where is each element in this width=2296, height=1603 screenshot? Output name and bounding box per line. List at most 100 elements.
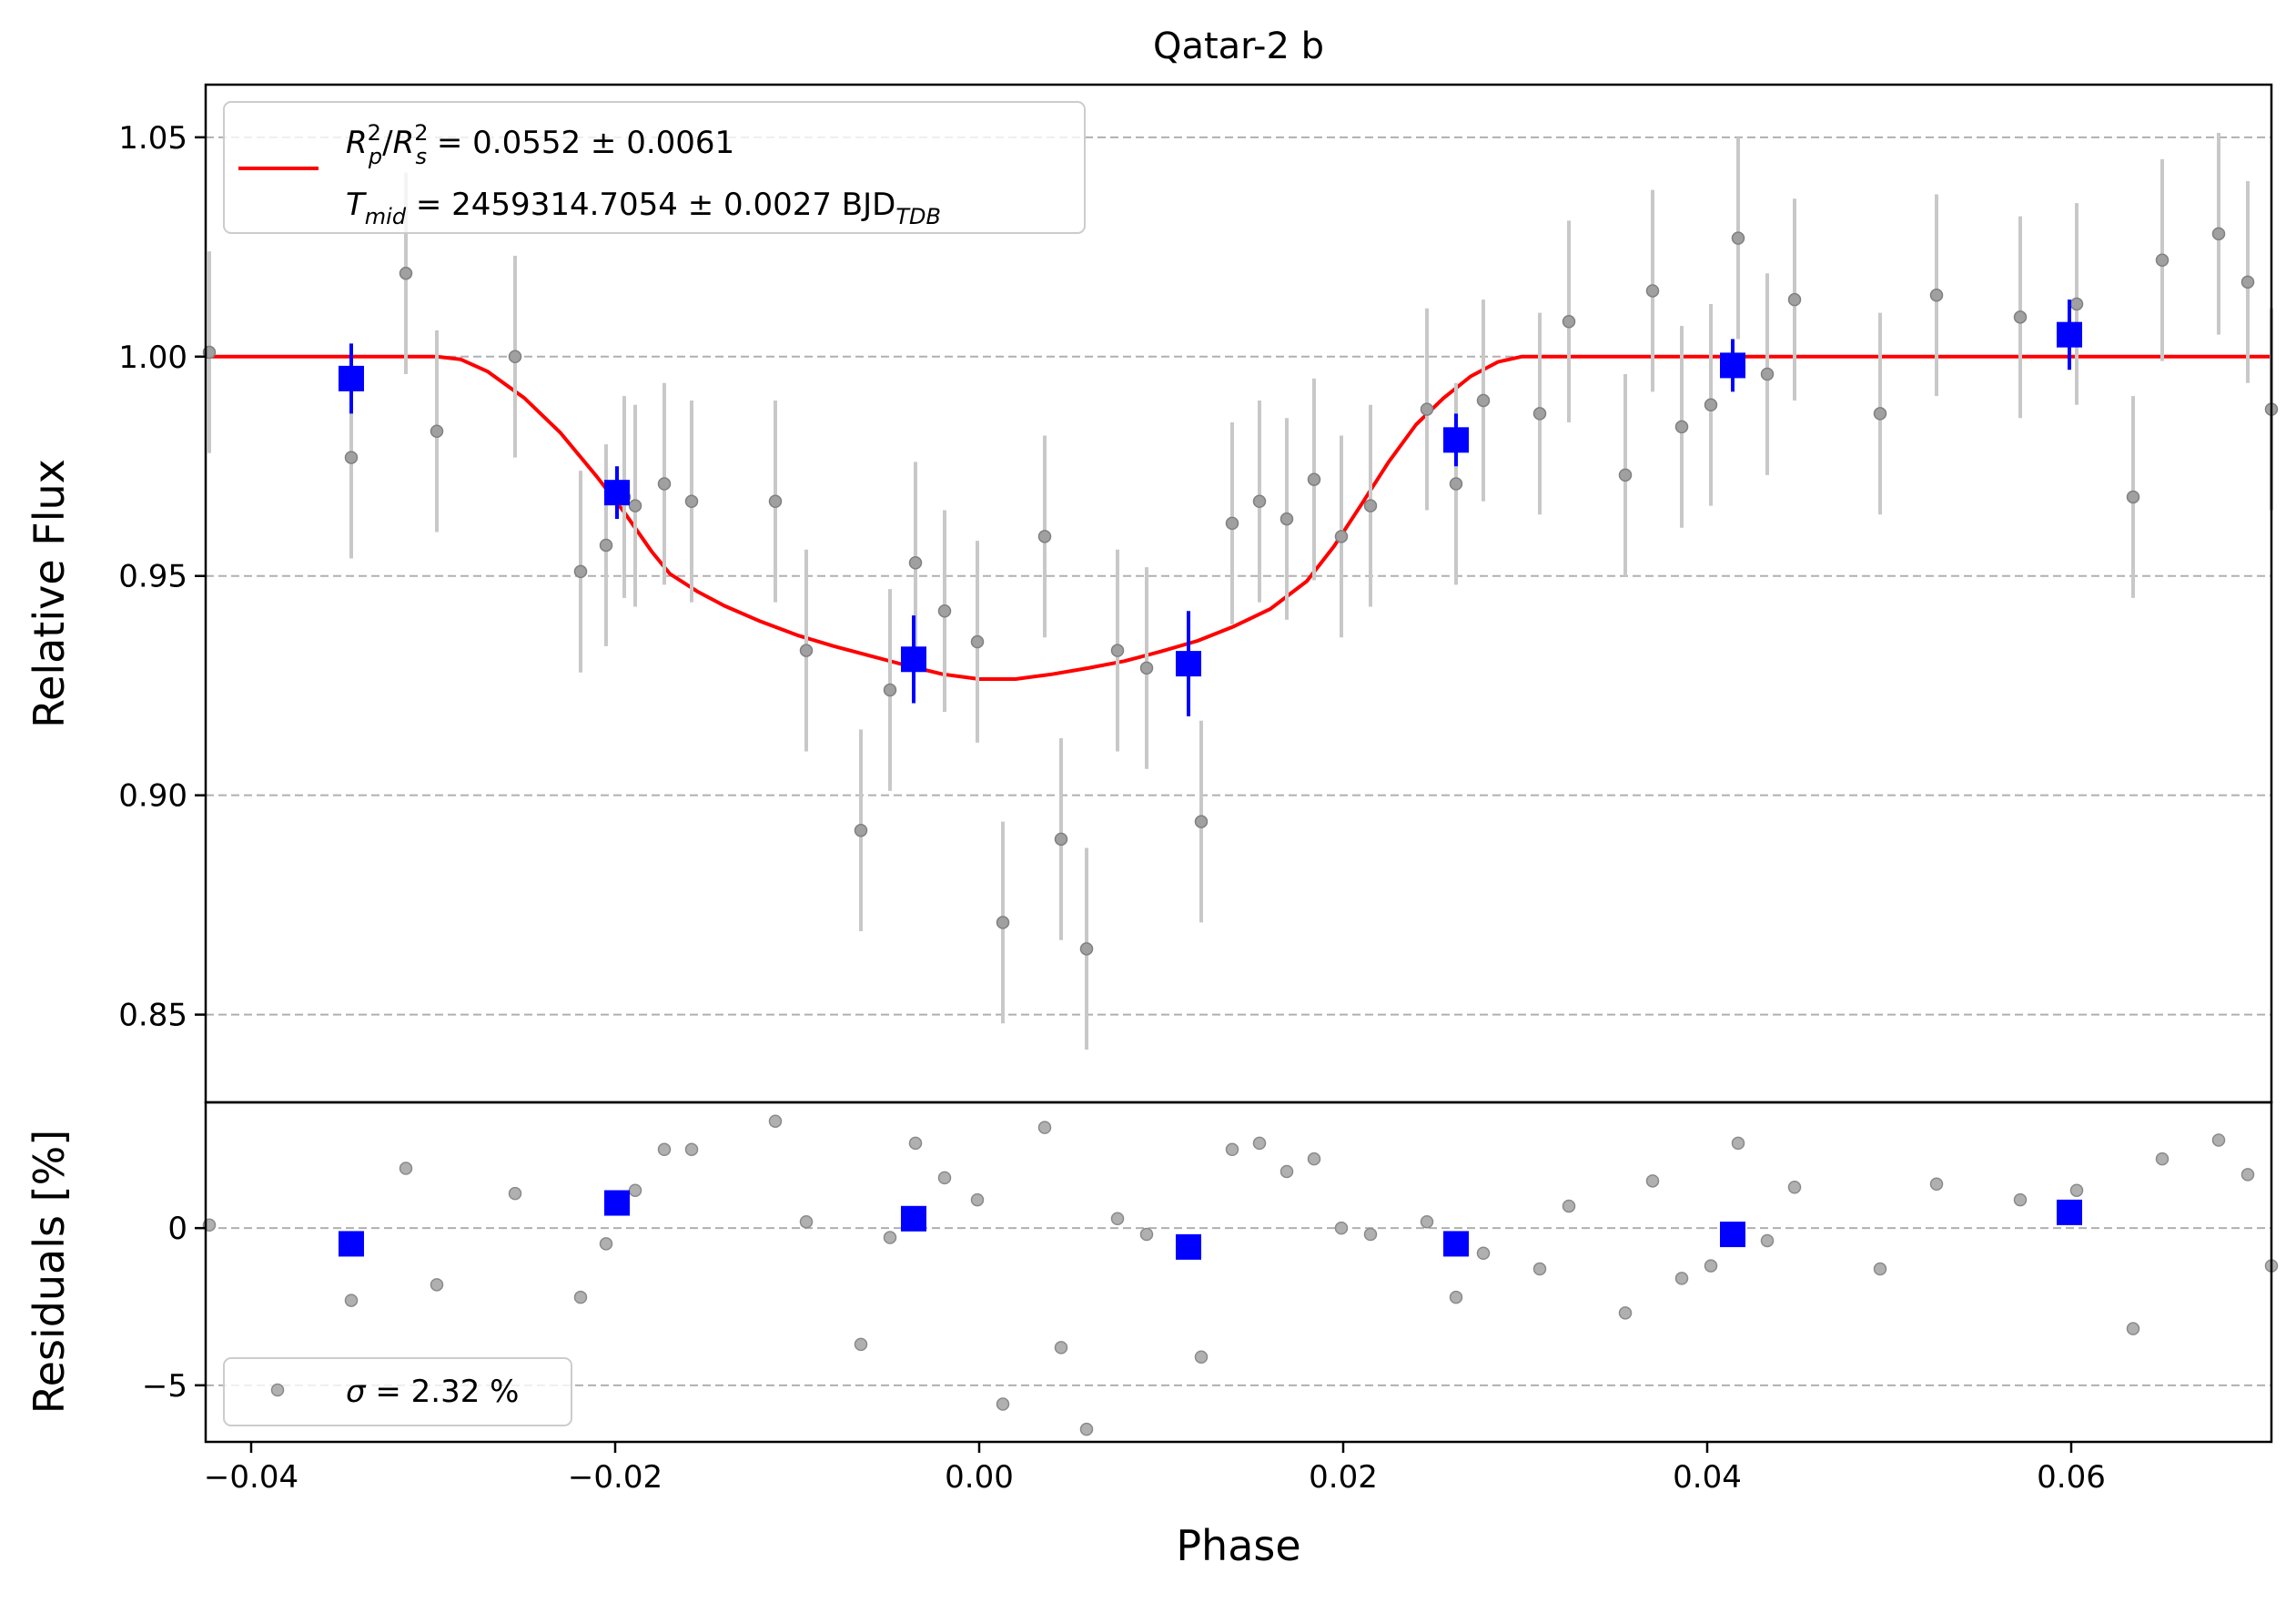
legend-sigma-entry: σ = 2.32 % bbox=[346, 1374, 519, 1410]
binned-residual-point bbox=[1443, 1231, 1469, 1257]
phase-x-tick-label: 0.02 bbox=[1309, 1459, 1378, 1496]
phase-x-tick-label: −0.04 bbox=[204, 1459, 298, 1496]
flux-raw-point bbox=[1476, 393, 1491, 408]
binned-residual-point bbox=[901, 1205, 926, 1232]
flux-raw-point bbox=[2013, 310, 2028, 324]
residuals-y-tick-label: 0 bbox=[167, 1211, 187, 1247]
residual-raw-point bbox=[1334, 1221, 1349, 1235]
residual-raw-point bbox=[1054, 1341, 1068, 1354]
residual-raw-point bbox=[1532, 1262, 1547, 1276]
residual-raw-point bbox=[1929, 1177, 1944, 1192]
residuals-y-ticks: −5 0 bbox=[142, 1211, 206, 1405]
flux-raw-point bbox=[1873, 407, 1887, 421]
residuals-plot-frame bbox=[204, 1101, 2273, 1444]
flux-raw-point bbox=[1420, 402, 1434, 416]
flux-y-tick-label: 0.90 bbox=[118, 778, 187, 815]
flux-raw-point bbox=[854, 823, 868, 837]
flux-raw-point bbox=[2126, 490, 2140, 504]
binned-flux-point bbox=[2057, 321, 2082, 348]
legend-depth-r1-sub: p bbox=[368, 144, 382, 169]
binned-flux-point bbox=[1720, 352, 1745, 379]
residual-raw-point bbox=[1363, 1227, 1378, 1242]
residual-raw-point bbox=[430, 1278, 444, 1292]
flux-raw-point bbox=[657, 477, 672, 491]
binned-residual-point bbox=[339, 1231, 364, 1257]
residuals-panel: −5 0 −0.04 −0.02 0.00 0.02 0.04 0.06 Residuals… bbox=[25, 1101, 2279, 1570]
flux-y-axis-label: Relative Flux bbox=[25, 459, 74, 728]
binned-flux-point bbox=[1443, 427, 1469, 453]
residual-raw-point bbox=[1307, 1152, 1321, 1166]
flux-raw-point bbox=[1929, 289, 1944, 302]
residual-raw-point bbox=[1279, 1164, 1294, 1179]
residual-raw-point bbox=[1562, 1199, 1576, 1213]
legend-sigma-symbol: σ bbox=[346, 1374, 367, 1410]
residual-raw-point bbox=[908, 1136, 923, 1151]
legend-tmid-unit-sub: TDB bbox=[895, 204, 941, 229]
flux-raw-point bbox=[1110, 644, 1125, 657]
flux-raw-point bbox=[1760, 367, 1775, 381]
flux-gridlines bbox=[206, 136, 2271, 1016]
binned-residual-point bbox=[604, 1190, 630, 1216]
residual-raw-point bbox=[1704, 1259, 1718, 1273]
residuals-y-axis-label: Residuals [%] bbox=[25, 1130, 74, 1414]
flux-raw-point bbox=[344, 451, 359, 464]
flux-y-tick-label: 0.95 bbox=[118, 559, 187, 595]
residual-raw-point bbox=[996, 1397, 1010, 1411]
flux-y-ticks: 0.85 0.90 0.95 1.00 1.05 bbox=[118, 120, 206, 1034]
flux-raw-point bbox=[1645, 284, 1660, 298]
residual-raw-point bbox=[657, 1142, 672, 1157]
flux-raw-point bbox=[2240, 275, 2255, 289]
flux-raw-point bbox=[430, 424, 444, 438]
residual-raw-point bbox=[2126, 1322, 2140, 1335]
residual-raw-point bbox=[399, 1162, 413, 1175]
binned-residual-points bbox=[339, 1190, 2082, 1260]
flux-raw-point bbox=[1532, 407, 1547, 421]
phase-x-tick-label: 0.06 bbox=[2037, 1459, 2106, 1496]
flux-raw-point bbox=[1618, 468, 1633, 482]
residual-raw-point bbox=[2211, 1133, 2226, 1147]
flux-raw-point bbox=[1787, 292, 1802, 307]
flux-raw-point bbox=[799, 644, 814, 657]
legend-tmid-sub: mid bbox=[365, 204, 407, 229]
legend-tmid-t: T bbox=[346, 187, 367, 223]
residual-raw-point bbox=[573, 1290, 588, 1304]
flux-y-tick-label: 1.00 bbox=[118, 340, 187, 376]
residual-raw-point bbox=[344, 1294, 359, 1307]
binned-residual-point bbox=[1720, 1222, 1745, 1248]
flux-raw-point bbox=[1704, 398, 1718, 412]
residual-raw-point bbox=[1110, 1212, 1125, 1226]
residual-raw-point bbox=[854, 1337, 868, 1352]
residual-raw-point bbox=[684, 1142, 699, 1157]
binned-residual-point bbox=[2057, 1199, 2082, 1225]
residual-raw-point bbox=[1194, 1350, 1209, 1364]
legend-sigma-value: = 2.32 % bbox=[366, 1374, 520, 1410]
flux-raw-point bbox=[628, 499, 642, 512]
residual-raw-point bbox=[1787, 1181, 1802, 1194]
flux-legend-box bbox=[223, 101, 1086, 234]
flux-raw-point bbox=[1252, 494, 1267, 509]
flux-raw-point bbox=[937, 604, 952, 618]
phase-x-tick-label: −0.02 bbox=[568, 1459, 663, 1496]
flux-raw-point bbox=[1307, 472, 1321, 486]
flux-raw-point bbox=[883, 683, 897, 697]
flux-raw-point bbox=[2155, 253, 2170, 268]
chart-title: Qatar-2 b bbox=[1153, 25, 1324, 67]
flux-raw-point bbox=[684, 494, 699, 509]
binned-flux-point bbox=[901, 646, 926, 673]
residual-raw-point bbox=[2013, 1192, 2028, 1207]
binned-flux-point bbox=[1176, 651, 1201, 677]
legend-depth-r1: R bbox=[346, 125, 368, 161]
residual-raw-point bbox=[1252, 1136, 1267, 1151]
flux-raw-point bbox=[1562, 314, 1576, 329]
binned-flux-point bbox=[604, 480, 630, 506]
legend-depth-r2: R bbox=[393, 125, 415, 161]
residual-raw-point bbox=[2240, 1168, 2255, 1182]
phase-x-tick-label: 0.00 bbox=[945, 1459, 1014, 1496]
phase-x-tick-label: 0.04 bbox=[1673, 1459, 1742, 1496]
residual-raw-point bbox=[799, 1214, 814, 1229]
flux-raw-point bbox=[908, 556, 923, 570]
legend-depth-r1-sup: 2 bbox=[368, 120, 381, 146]
flux-raw-point bbox=[1054, 832, 1068, 847]
residual-raw-point bbox=[2155, 1152, 2170, 1166]
residual-raw-point bbox=[1476, 1246, 1491, 1261]
